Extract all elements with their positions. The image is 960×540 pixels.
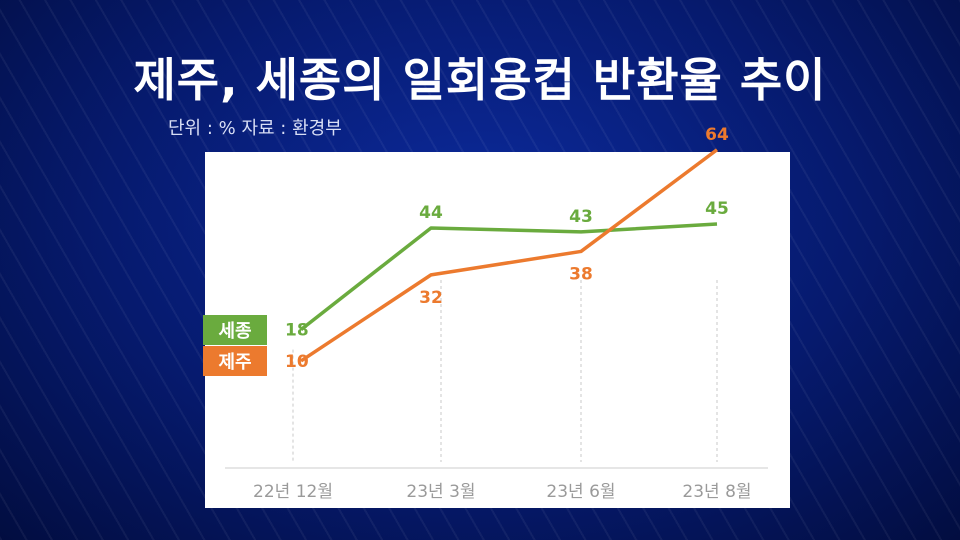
legend-sejong: 세종 (203, 314, 267, 345)
x-tick-label: 23년 3월 (406, 482, 475, 502)
legend-jeju-label: 제주 (218, 351, 252, 373)
legend-sejong-label: 세종 (218, 320, 252, 342)
legend-jeju: 제주 (203, 345, 267, 376)
data-label: 45 (705, 199, 729, 219)
series-line (299, 222, 718, 331)
unit-source-caption: 단위 : % 자료 : 환경부 (168, 118, 342, 139)
data-label: 44 (419, 203, 443, 223)
x-tick-label: 23년 8월 (682, 482, 751, 502)
series-line (300, 148, 719, 363)
x-tick-label: 22년 12월 (253, 482, 333, 502)
data-label: 43 (569, 207, 593, 227)
data-label: 64 (705, 125, 729, 145)
data-label: 18 (285, 321, 309, 341)
data-label: 32 (419, 288, 443, 308)
page-title: 제주, 세종의 일회용컵 반환율 추이 (133, 53, 827, 107)
data-label: 10 (285, 352, 309, 372)
x-tick-label: 23년 6월 (546, 482, 615, 502)
data-label: 38 (569, 264, 593, 284)
